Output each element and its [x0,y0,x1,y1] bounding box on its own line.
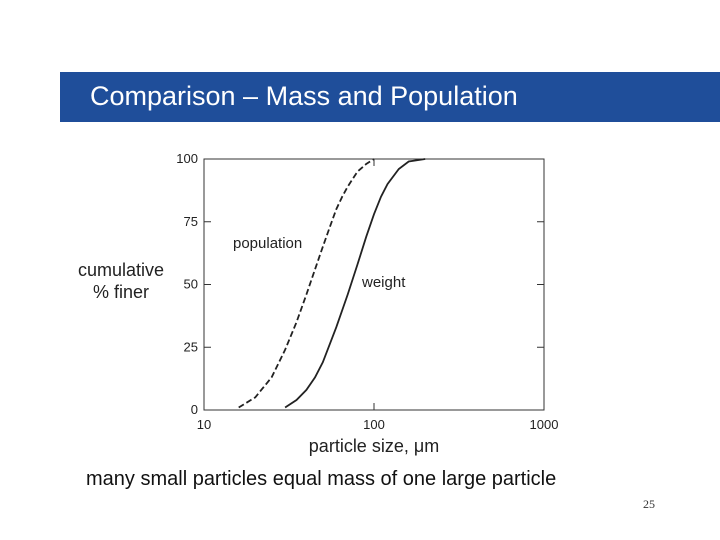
x-axis-label: particle size, μm [309,436,439,456]
page-number: 25 [643,497,655,511]
y-tick-label: 75 [184,214,198,229]
series-line-population [238,158,375,409]
title-bar: Comparison – Mass and Population [60,72,720,122]
y-tick-label: 50 [184,277,198,292]
series-line-weight [284,158,426,409]
slide-title: Comparison – Mass and Population [90,81,518,111]
chart-labels: population weight particle size, μm cumulat… [78,235,439,456]
series-label-weight: weight [361,274,406,291]
y-axis-label-line: % finer [93,282,149,302]
x-tick-label: 100 [363,417,385,432]
x-tick-label: 1000 [530,417,559,432]
axis-ticks: 0 25 50 75 100 10 100 1000 [176,151,558,432]
y-axis-label-line: cumulative [78,260,164,280]
y-tick-label: 100 [176,151,198,166]
series-label-population: population [233,235,302,252]
x-tick-label: 10 [197,417,211,432]
y-tick-label: 0 [191,402,198,417]
particle-size-chart: 0 25 50 75 100 10 100 1000 population weight part… [78,151,558,456]
data-lines [238,158,426,409]
y-tick-label: 25 [184,339,198,354]
slide-caption: many small particles equal mass of one l… [86,468,557,490]
